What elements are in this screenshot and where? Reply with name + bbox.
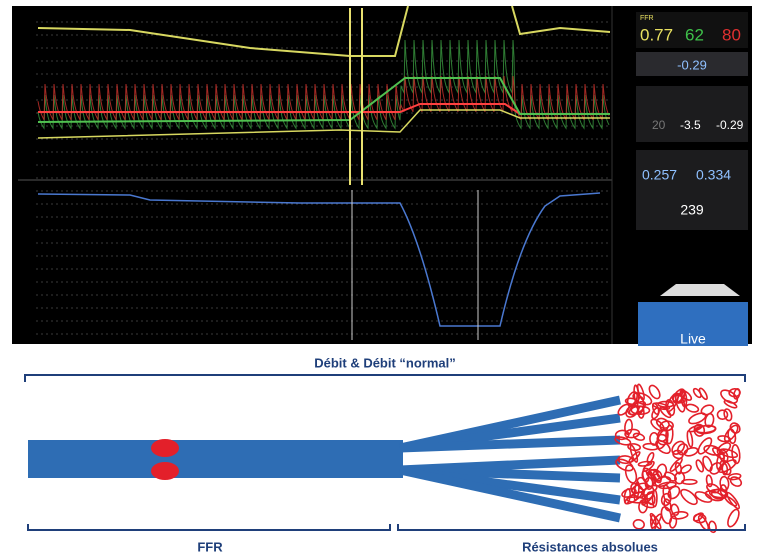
ffr-label: FFR: [640, 15, 654, 22]
pd-value: 62: [685, 25, 704, 44]
main-vessel: [28, 440, 403, 478]
capillary: [614, 457, 634, 473]
capillary: [633, 432, 645, 441]
lesion: [151, 439, 179, 457]
capillary: [685, 403, 699, 413]
vessel: [28, 400, 620, 518]
left-label: FFR: [197, 539, 223, 554]
capillary: [708, 521, 717, 533]
temp-inf: -3.5: [680, 118, 701, 132]
capillary: [726, 508, 742, 528]
bracket-left: [28, 524, 390, 530]
capillary: [663, 471, 677, 483]
capillary: [671, 511, 688, 519]
live-label: Live: [680, 331, 706, 347]
bracket-right: [398, 524, 745, 530]
capillary: [686, 430, 693, 447]
right-label: Résistances absolues: [522, 539, 658, 554]
capillary: [633, 519, 645, 530]
resistance: 239: [680, 202, 704, 218]
temp-ref: 20: [652, 118, 666, 132]
microvasculature: [614, 384, 743, 533]
figure: FFR 0.77 62 80 -0.29 20 -3.5 -0.29 0.257…: [0, 0, 759, 560]
pa-value: 80: [722, 25, 741, 44]
readout-box: [636, 86, 748, 142]
bracket-top: [25, 375, 745, 382]
capillary: [629, 445, 639, 463]
delta-t-value: -0.29: [677, 57, 707, 72]
capillary: [698, 387, 708, 400]
capillary: [719, 388, 740, 406]
top-label: Débit & Débit “normal”: [314, 355, 456, 370]
capillary: [624, 464, 639, 484]
capillary: [728, 421, 741, 435]
q-hyper: 0.334: [696, 167, 731, 183]
capillary: [718, 447, 738, 459]
readout-box: [636, 150, 748, 230]
temp-delta: -0.29: [716, 118, 744, 132]
ffr-value: 0.77: [640, 25, 673, 44]
figure-canvas: FFR 0.77 62 80 -0.29 20 -3.5 -0.29 0.257…: [0, 0, 759, 560]
q-rest: 0.257: [642, 167, 677, 183]
capillary: [655, 417, 670, 430]
capillary: [687, 411, 707, 426]
lesion: [151, 462, 179, 480]
capillary: [683, 446, 698, 457]
capillary: [692, 387, 702, 398]
